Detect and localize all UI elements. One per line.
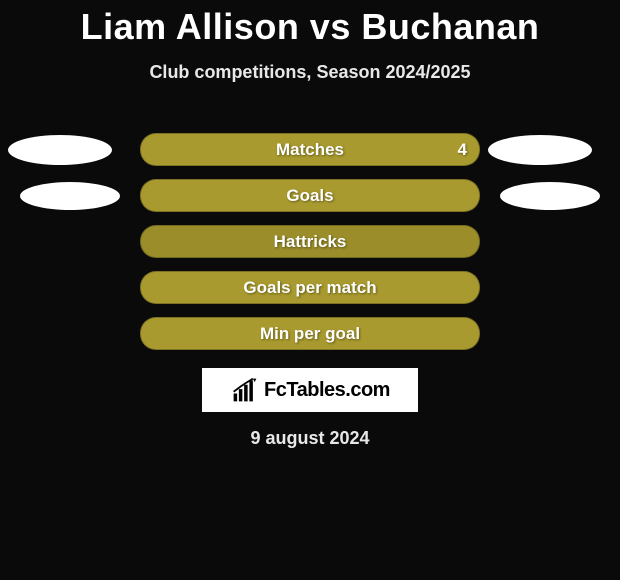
right-ellipse [500,182,600,210]
left-ellipse [20,182,120,210]
stat-row: Min per goal [0,317,620,350]
right-ellipse [488,135,592,165]
stat-row: Hattricks [0,225,620,258]
stat-label: Hattricks [141,232,479,252]
stat-rows: Matches4 Goals Hattricks Goals per match Min… [0,133,620,350]
page-subtitle: Club competitions, Season 2024/2025 [0,62,620,83]
stat-value-right: 4 [458,140,467,160]
stat-bar: Min per goal [140,317,480,350]
fctables-logo-icon [230,376,260,404]
logo-box: FcTables.com [202,368,418,412]
stat-label: Min per goal [141,324,479,344]
date-label: 9 august 2024 [0,428,620,449]
stat-bar: Goals per match [140,271,480,304]
stat-label: Goals per match [141,278,479,298]
stat-bar: Matches4 [140,133,480,166]
comparison-infographic: Liam Allison vs Buchanan Club competitio… [0,0,620,580]
stat-label: Matches [141,140,479,160]
stat-label: Goals [141,186,479,206]
stat-row: Goals [0,179,620,212]
stat-row: Goals per match [0,271,620,304]
left-ellipse [8,135,112,165]
stat-row: Matches4 [0,133,620,166]
stat-bar: Hattricks [140,225,480,258]
stat-bar: Goals [140,179,480,212]
page-title: Liam Allison vs Buchanan [0,0,620,48]
logo-text: FcTables.com [264,379,390,402]
